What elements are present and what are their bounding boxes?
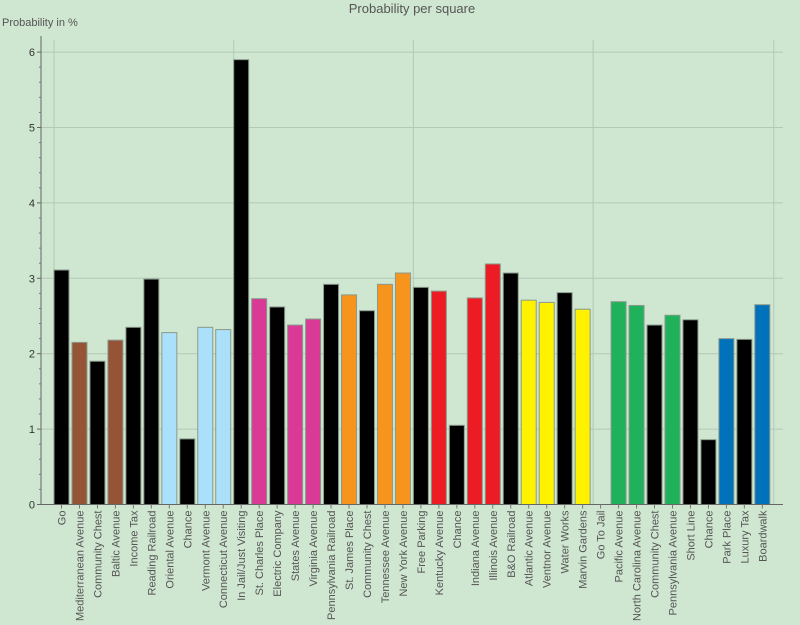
x-tick-label: Park Place <box>721 511 733 564</box>
x-tick-label: Pennsylvania Avenue <box>667 511 679 616</box>
bar-33 <box>646 324 663 505</box>
x-tick-label: New York Avenue <box>398 511 410 597</box>
y-tick-label: 3 <box>29 273 35 285</box>
x-tick-label: Illinois Avenue <box>488 511 500 581</box>
bar-32 <box>628 304 645 505</box>
bar-10 <box>233 59 250 505</box>
x-tick-label: Free Parking <box>416 511 428 574</box>
y-tick-label: 6 <box>29 47 35 59</box>
x-tick-label: Luxury Tax <box>739 510 751 563</box>
x-tick-label: Baltic Avenue <box>110 511 122 577</box>
x-tick-label: B&O Railroad <box>506 511 518 578</box>
bar-20 <box>412 286 429 505</box>
y-tick-label: 5 <box>29 123 35 135</box>
y-tick-label: 2 <box>29 349 35 361</box>
x-tick-label: Vermont Avenue <box>200 511 212 592</box>
x-tick-label: Ventnor Avenue <box>542 511 554 588</box>
x-tick-label: Chance <box>452 511 464 549</box>
bar-16 <box>341 294 358 505</box>
bar-37 <box>718 338 735 505</box>
x-tick-label: Short Line <box>685 511 697 561</box>
bar-39 <box>754 304 771 505</box>
x-tick-label: In Jail/Just Visiting <box>236 511 248 601</box>
x-tick-label: Income Tax <box>128 510 140 567</box>
bar-6 <box>161 332 178 506</box>
x-tick-label: Go To Jail <box>596 511 608 560</box>
axes <box>40 36 783 505</box>
bar-22 <box>448 424 465 505</box>
bar-11 <box>251 298 268 505</box>
x-tick-label: Go <box>57 511 69 526</box>
bar-21 <box>430 290 447 506</box>
x-tick-label: Marvin Gardens <box>578 510 590 589</box>
bar-3 <box>107 339 124 505</box>
bar-19 <box>394 272 411 505</box>
x-tick-label: Virginia Avenue <box>308 511 320 587</box>
y-tick-label: 1 <box>29 424 35 436</box>
y-axis-label: Probability in % <box>2 17 78 29</box>
bar-17 <box>358 310 375 505</box>
bar-36 <box>700 439 717 506</box>
x-tick-label: Community Chest <box>92 511 104 598</box>
bar-28 <box>556 292 573 505</box>
y-tick-label: 0 <box>29 500 35 512</box>
x-tick-label: Chance <box>703 511 715 549</box>
x-tick-label: Community Chest <box>362 511 374 598</box>
bar-27 <box>538 301 555 506</box>
chart-title: Probability per square <box>349 1 475 16</box>
x-tick-label: Tennessee Avenue <box>380 511 392 604</box>
x-tick-label: Electric Company <box>272 510 284 597</box>
bar-38 <box>736 338 753 505</box>
bar-34 <box>664 314 681 505</box>
bar-1 <box>71 341 88 506</box>
x-tick-label: Water Works <box>560 510 572 573</box>
bar-35 <box>682 319 699 505</box>
x-tick-label: Connecticut Avenue <box>218 511 230 609</box>
bar-26 <box>520 299 537 505</box>
y-ticks: 0 1 2 3 4 5 6 <box>29 47 41 512</box>
bar-4 <box>125 326 142 505</box>
x-tick-label: Pennsylvania Railroad <box>326 511 338 620</box>
x-tick-label: St. Charles Place <box>254 511 266 596</box>
x-tick-label: North Carolina Avenue <box>632 511 644 621</box>
x-tick-label: Atlantic Avenue <box>524 511 536 587</box>
bar-14 <box>305 318 322 505</box>
x-tick-label: States Avenue <box>290 511 302 582</box>
bar-15 <box>323 283 340 505</box>
x-tick-label: Oriental Avenue <box>164 511 176 589</box>
bar-24 <box>484 263 501 505</box>
bar-29 <box>574 308 591 505</box>
x-tick-label: Boardwalk <box>757 510 769 562</box>
bars <box>53 59 771 506</box>
bar-2 <box>89 360 106 505</box>
x-tick-label: Mediterranean Avenue <box>74 511 86 622</box>
x-tick-label: Reading Railroad <box>146 511 158 596</box>
bar-0 <box>53 269 70 506</box>
bar-31 <box>610 301 627 506</box>
x-ticks: Go Mediterranean Avenue Community Chest Bal… <box>57 504 769 622</box>
x-tick-label: Pacific Avenue <box>614 511 626 583</box>
y-tick-label: 4 <box>29 198 35 210</box>
x-tick-label: Community Chest <box>650 511 662 598</box>
bar-12 <box>269 306 286 505</box>
x-tick-label: Chance <box>182 511 194 549</box>
bar-7 <box>179 438 196 506</box>
bar-8 <box>197 326 214 505</box>
bar-13 <box>287 324 304 505</box>
bar-25 <box>502 272 519 505</box>
x-tick-label: Kentucky Avenue <box>434 511 446 596</box>
x-tick-label: St. James Place <box>344 511 356 590</box>
bar-9 <box>215 329 232 505</box>
bar-18 <box>376 283 393 505</box>
bar-5 <box>143 278 160 505</box>
bar-23 <box>466 297 483 505</box>
x-tick-label: Indiana Avenue <box>470 511 482 587</box>
